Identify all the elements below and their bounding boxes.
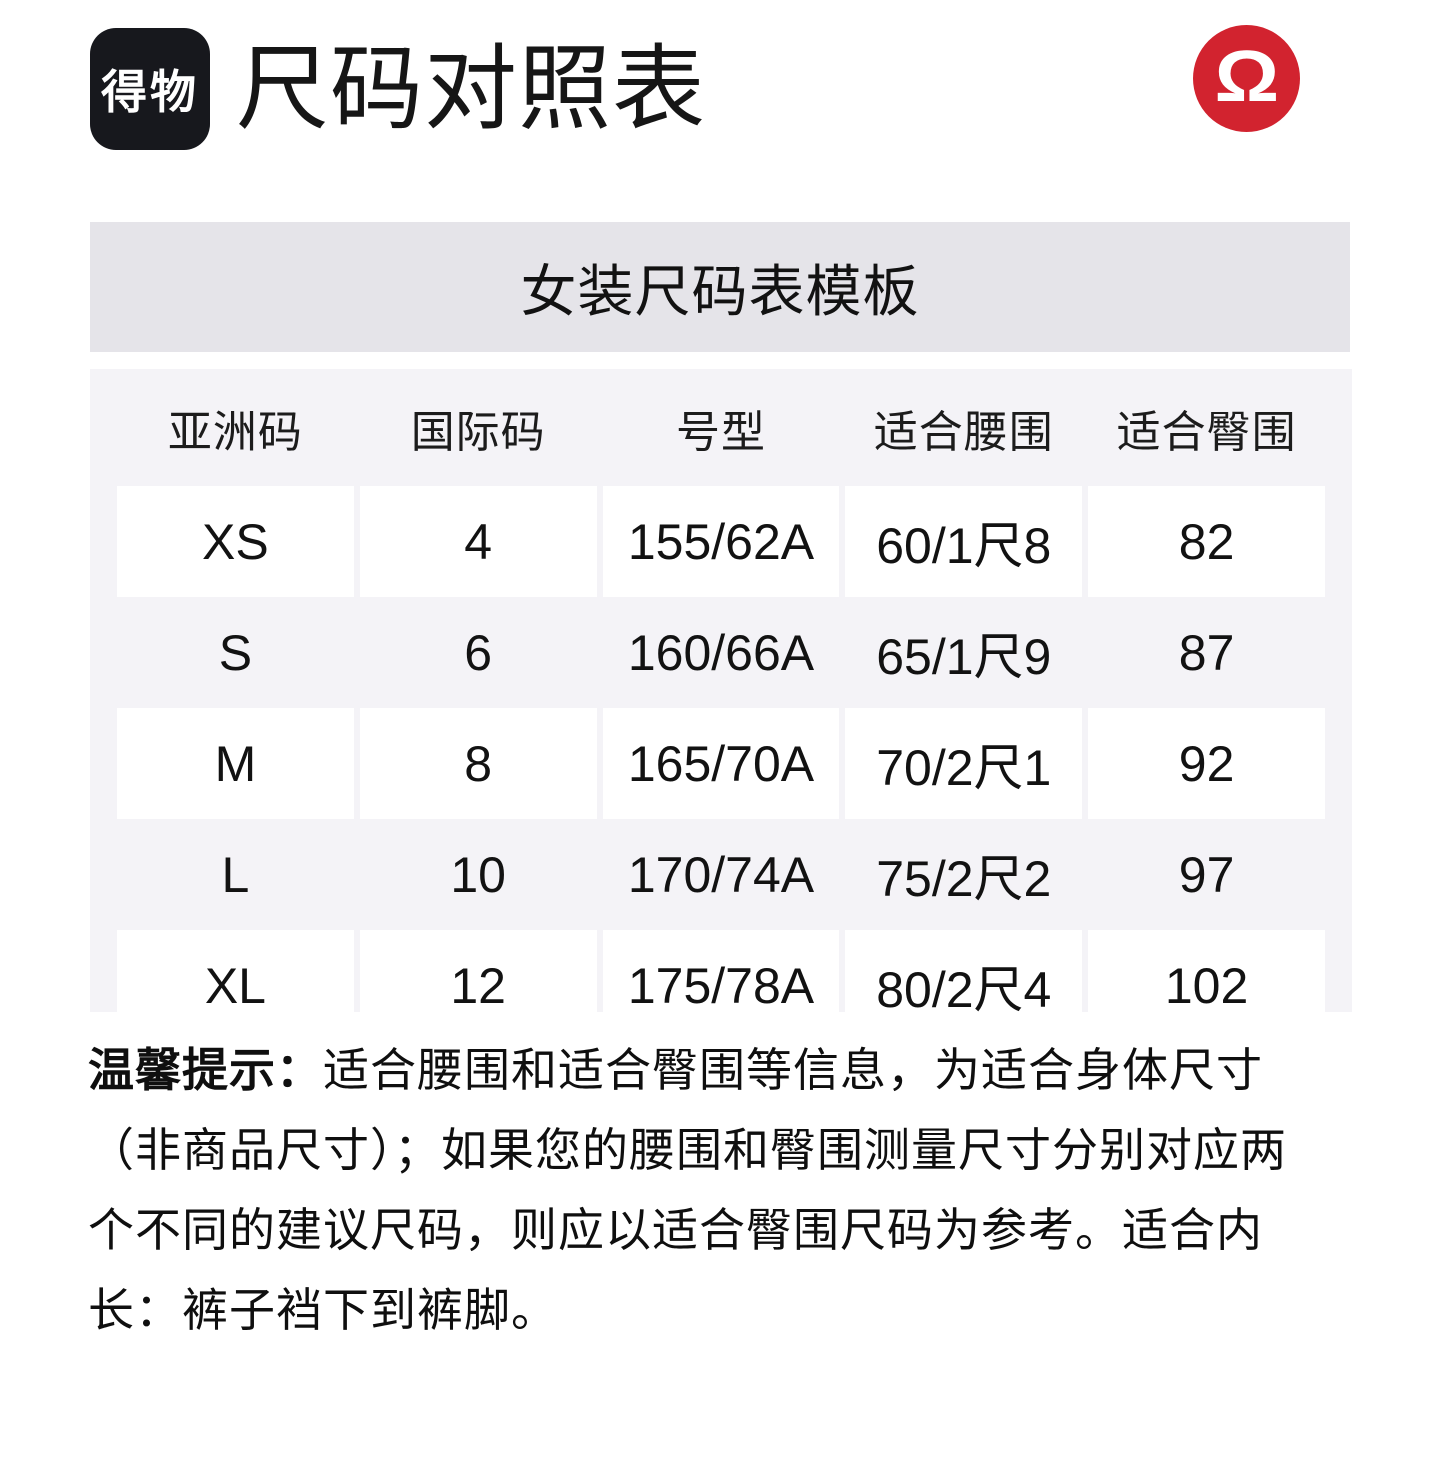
table-cell: 80/2尺4 bbox=[845, 930, 1083, 1012]
table-cell: 87 bbox=[1178, 624, 1235, 681]
table-cell: 160/66A bbox=[627, 624, 815, 681]
table-cell: 12 bbox=[359, 930, 597, 1012]
notice-line-text: 适合腰围和适合臀围等信息，为适合身体尺寸 bbox=[323, 1044, 1263, 1096]
table-cell: 4 bbox=[359, 486, 597, 597]
table-cell: XL bbox=[117, 930, 354, 1012]
column-header: 亚洲码 bbox=[167, 407, 303, 457]
column-header: 适合腰围 bbox=[873, 407, 1054, 457]
notice-line-text: （非商品尺寸）；如果您的腰围和臀围测量尺寸分别对应两 bbox=[88, 1124, 1287, 1176]
table-cell: 165/70A bbox=[602, 708, 840, 819]
table-cell: 175/78A bbox=[602, 930, 840, 1012]
notice-text: 温馨提示：适合腰围和适合臀围等信息，为适合身体尺寸 （非商品尺寸）；如果您的腰围… bbox=[88, 1030, 1360, 1350]
table-row: S 6 160/66A 65/1尺9 87 bbox=[117, 597, 1325, 708]
lululemon-omega-glyph: Ω bbox=[1214, 36, 1279, 117]
table-cell: 70/2尺1 bbox=[845, 708, 1083, 819]
table-cell: 102 bbox=[1088, 930, 1325, 1012]
dewu-logo-text: 得物 bbox=[101, 66, 199, 118]
table-row: L 10 170/74A 75/2尺2 97 bbox=[117, 819, 1325, 930]
page-title: 尺码对照表 bbox=[236, 36, 706, 141]
table-row: XL 12 175/78A 80/2尺4 102 bbox=[117, 930, 1325, 1012]
table-cell: 92 bbox=[1088, 708, 1325, 819]
table-row: XS 4 155/62A 60/1尺8 82 bbox=[117, 486, 1325, 597]
table-cell: 10 bbox=[450, 846, 506, 903]
size-table: 亚洲码 国际码 号型 适合腰围 适合臀围 XS 4 155/62A 60/1尺8 82 S 6 160… bbox=[90, 369, 1352, 1012]
table-cell: 97 bbox=[1178, 846, 1235, 903]
table-cell: S bbox=[218, 624, 253, 681]
table-cell: 60/1尺8 bbox=[845, 486, 1083, 597]
table-cell: 82 bbox=[1088, 486, 1325, 597]
notice-line-text: 长：裤子裆下到裤脚。 bbox=[88, 1284, 558, 1336]
table-cell: 8 bbox=[359, 708, 597, 819]
notice-line: 长：裤子裆下到裤脚。 bbox=[88, 1270, 1360, 1350]
column-header: 国际码 bbox=[410, 407, 546, 457]
table-cell: 155/62A bbox=[602, 486, 840, 597]
table-cell: 6 bbox=[464, 624, 493, 681]
notice-bold-label: 温馨提示： bbox=[88, 1044, 323, 1096]
table-cell: 170/74A bbox=[627, 846, 815, 903]
table-cell: M bbox=[117, 708, 354, 819]
notice-line: （非商品尺寸）；如果您的腰围和臀围测量尺寸分别对应两 bbox=[88, 1110, 1360, 1190]
notice-line: 个不同的建议尺码，则应以适合臀围尺码为参考。适合内 bbox=[88, 1190, 1360, 1270]
dewu-logo: 得物 bbox=[90, 28, 210, 150]
table-cell: 75/2尺2 bbox=[876, 850, 1052, 907]
table-cell: L bbox=[221, 846, 250, 903]
table-body: XS 4 155/62A 60/1尺8 82 S 6 160/66A 65/1尺9 87 M 8 165… bbox=[117, 486, 1325, 1012]
table-row: M 8 165/70A 70/2尺1 92 bbox=[117, 708, 1325, 819]
column-header: 号型 bbox=[675, 407, 766, 457]
notice-line-text: 个不同的建议尺码，则应以适合臀围尺码为参考。适合内 bbox=[88, 1204, 1263, 1256]
column-header: 适合臀围 bbox=[1116, 407, 1297, 457]
table-cell: XS bbox=[117, 486, 354, 597]
table-title: 女装尺码表模板 bbox=[520, 259, 920, 323]
notice-line: 温馨提示：适合腰围和适合臀围等信息，为适合身体尺寸 bbox=[88, 1030, 1360, 1110]
table-title-banner: 女装尺码表模板 bbox=[90, 222, 1350, 352]
size-chart-page: 得物 尺码对照表 Ω 女装尺码表模板 亚洲码 国际码 号型 适合腰围 适合臀围 XS 4 1… bbox=[0, 23, 1440, 1350]
table-cell: 65/1尺9 bbox=[876, 628, 1052, 685]
page-header: 得物 尺码对照表 Ω bbox=[90, 23, 1350, 155]
lululemon-logo-icon: Ω bbox=[1193, 25, 1300, 132]
table-header-row: 亚洲码 国际码 号型 适合腰围 适合臀围 bbox=[117, 369, 1325, 486]
